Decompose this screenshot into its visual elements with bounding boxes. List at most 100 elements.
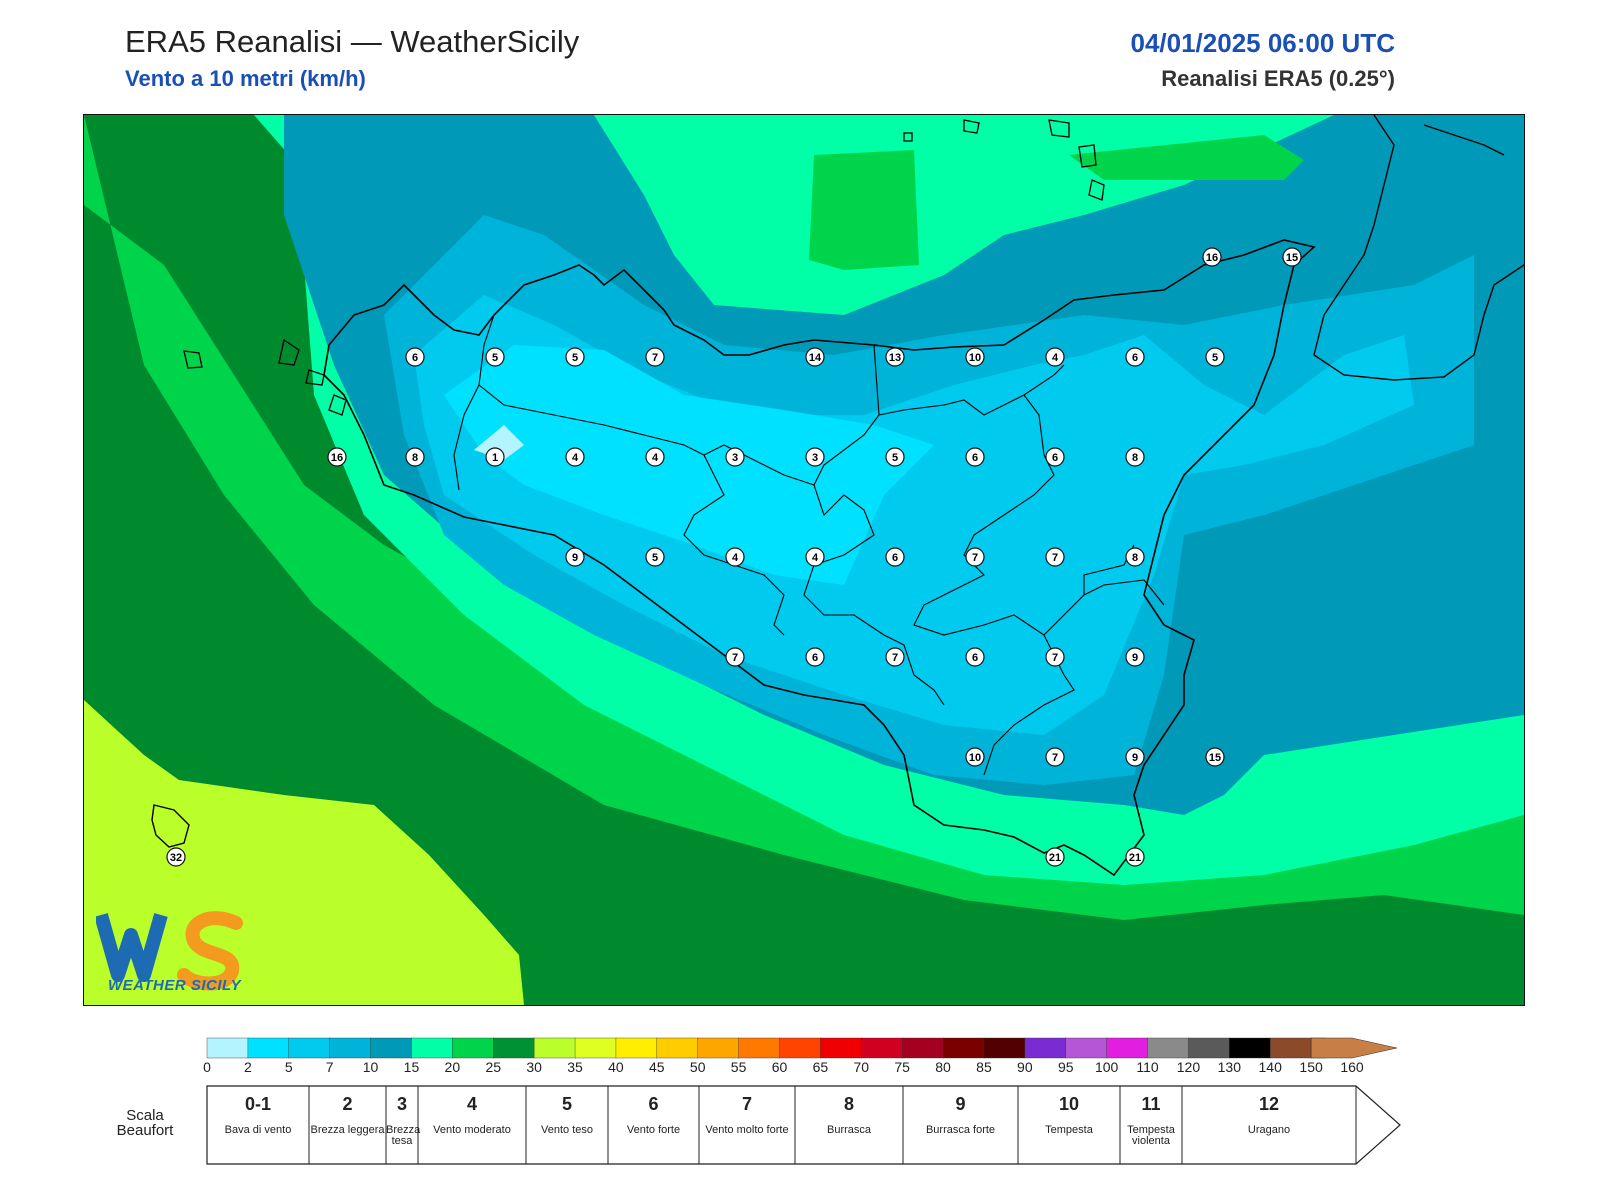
station-marker-circle: [645, 447, 665, 467]
beaufort-description: Vento teso: [541, 1124, 593, 1136]
beaufort-number: 12: [1258, 1094, 1280, 1114]
station-value: 21: [1049, 852, 1061, 864]
colorbar-tick: 75: [894, 1059, 910, 1075]
colorbar-swatch: [411, 1037, 454, 1059]
station-marker: 21: [1045, 847, 1065, 867]
station-value: 7: [892, 652, 898, 664]
station-marker-circle: [1202, 247, 1222, 267]
beaufort-number: 9: [955, 1094, 966, 1114]
band-2-5: [444, 345, 934, 585]
station-value: 6: [1132, 352, 1138, 364]
station-marker: 4: [725, 547, 745, 567]
station-marker-circle: [565, 447, 585, 467]
beaufort-description: Tempesta: [1045, 1124, 1093, 1136]
beaufort-number: 4: [466, 1094, 477, 1114]
beaufort-number: 3: [396, 1094, 407, 1114]
station-value: 8: [1132, 552, 1138, 564]
station-value: 16: [331, 452, 343, 464]
colorbar-swatch: [901, 1037, 944, 1059]
beaufort-number: 6: [648, 1094, 659, 1114]
station-marker: 9: [1125, 647, 1145, 667]
beaufort-class: 5 Vento teso: [526, 1086, 608, 1136]
station-value: 4: [1052, 352, 1059, 364]
station-marker-circle: [565, 547, 585, 567]
station-value: 6: [972, 452, 978, 464]
station-marker: 6: [885, 547, 905, 567]
station-value: 21: [1129, 852, 1141, 864]
beaufort-number: 7: [741, 1094, 752, 1114]
island-marettimo: [183, 350, 203, 369]
station-marker-circle: [1045, 347, 1065, 367]
beaufort-description: Uragano: [1247, 1124, 1291, 1136]
colorbar-tick: 95: [1057, 1059, 1074, 1075]
colorbar-swatch: [1188, 1037, 1231, 1059]
colorbar-tick: 80: [935, 1059, 951, 1075]
colorbar-tick: 7: [325, 1059, 334, 1075]
station-marker: 6: [1125, 347, 1145, 367]
station-marker-circle: [1125, 447, 1145, 467]
station-marker: 7: [965, 547, 985, 567]
colorbar-tick: 100: [1094, 1059, 1119, 1075]
beaufort-class: 7 Vento molto forte: [699, 1086, 795, 1136]
station-marker-circle: [565, 347, 585, 367]
station-marker-circle: [885, 547, 905, 567]
station-marker-circle: [805, 647, 825, 667]
station-marker: 3: [725, 447, 745, 467]
station-marker-circle: [885, 647, 905, 667]
station-marker-circle: [1282, 247, 1302, 267]
station-value: 4: [572, 452, 579, 464]
colorbar-swatch: [1065, 1037, 1108, 1059]
colorbar-tick: 120: [1176, 1059, 1201, 1075]
station-marker-circle: [1045, 847, 1065, 867]
station-value: 9: [572, 552, 578, 564]
beaufort-number: 5: [561, 1094, 572, 1114]
wind-map[interactable]: 16 15 6 5 5 7 14 13 10 4 6 5 16 8 1 4 4 3 3 5 6 6 8 9 5 4 4 6 7 7 8 7 6 7…: [83, 114, 1525, 1006]
station-marker-circle: [485, 347, 505, 367]
colorbar-swatch: [1147, 1037, 1190, 1059]
station-marker-circle: [405, 347, 425, 367]
station-marker-circle: [1125, 747, 1145, 767]
colorbar-swatch: [656, 1037, 699, 1059]
station-marker: 6: [405, 347, 425, 367]
colorbar-tick: 40: [608, 1059, 624, 1075]
station-value: 4: [812, 552, 819, 564]
beaufort-description: Tempesta violenta: [1127, 1124, 1175, 1147]
beaufort-class: 4 Vento moderato: [418, 1086, 526, 1136]
station-marker-circle: [1125, 547, 1145, 567]
colorbar-swatch: [370, 1037, 413, 1059]
station-marker: 4: [645, 447, 665, 467]
station-value: 5: [892, 452, 898, 464]
station-marker: 5: [885, 447, 905, 467]
beaufort-class: 0-1 Bava di vento: [207, 1086, 309, 1136]
station-marker-circle: [805, 347, 825, 367]
colorbar-swatch: [206, 1037, 249, 1059]
colorbar-swatch: [738, 1037, 781, 1059]
station-marker-circle: [965, 647, 985, 667]
map-datetime: 04/01/2025 06:00 UTC: [1130, 28, 1395, 58]
station-marker: 8: [405, 447, 425, 467]
colorbar-swatch: [574, 1037, 617, 1059]
station-marker-circle: [645, 547, 665, 567]
colorbar-tick: 60: [771, 1059, 788, 1075]
station-value: 6: [1052, 452, 1058, 464]
beaufort-frame: [206, 1085, 1401, 1165]
colorbar-tick: 90: [1017, 1059, 1033, 1075]
beaufort-description: Burrasca forte: [925, 1124, 996, 1136]
colorbar-tick: 15: [403, 1059, 420, 1075]
station-marker-circle: [885, 347, 905, 367]
station-marker-circle: [1205, 347, 1225, 367]
colorbar-swatch: [1229, 1037, 1271, 1059]
beaufort-class: 10 Tempesta: [1018, 1086, 1120, 1136]
beaufort-description: Vento forte: [626, 1124, 681, 1136]
beaufort-class: 8 Burrasca: [795, 1086, 903, 1136]
station-value: 6: [812, 652, 818, 664]
station-value: 15: [1286, 252, 1298, 264]
station-marker-circle: [805, 547, 825, 567]
station-value: 8: [412, 452, 418, 464]
colorbar-swatch: [533, 1037, 576, 1059]
map-title: ERA5 Reanalisi — WeatherSicily: [125, 24, 580, 59]
band-0-2: [474, 425, 524, 460]
island-eolie: [963, 119, 1105, 201]
station-marker-circle: [885, 447, 905, 467]
island-levanzo: [278, 338, 347, 416]
